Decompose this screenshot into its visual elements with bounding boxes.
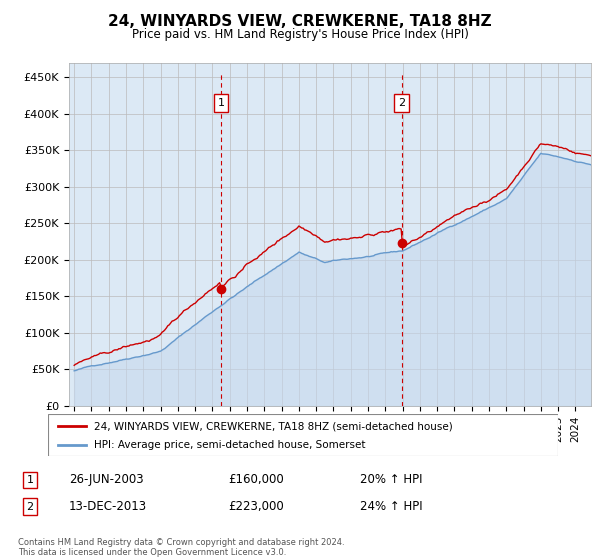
Text: 24, WINYARDS VIEW, CREWKERNE, TA18 8HZ: 24, WINYARDS VIEW, CREWKERNE, TA18 8HZ (108, 14, 492, 29)
Text: 2: 2 (26, 502, 34, 512)
Text: HPI: Average price, semi-detached house, Somerset: HPI: Average price, semi-detached house,… (94, 440, 365, 450)
Text: 13-DEC-2013: 13-DEC-2013 (69, 500, 147, 514)
Text: 1: 1 (217, 98, 224, 108)
FancyBboxPatch shape (48, 414, 558, 456)
Text: 1: 1 (26, 475, 34, 485)
Text: 26-JUN-2003: 26-JUN-2003 (69, 473, 143, 487)
Text: Price paid vs. HM Land Registry's House Price Index (HPI): Price paid vs. HM Land Registry's House … (131, 28, 469, 41)
Text: Contains HM Land Registry data © Crown copyright and database right 2024.
This d: Contains HM Land Registry data © Crown c… (18, 538, 344, 557)
Text: 24% ↑ HPI: 24% ↑ HPI (360, 500, 422, 514)
Text: 20% ↑ HPI: 20% ↑ HPI (360, 473, 422, 487)
Text: 24, WINYARDS VIEW, CREWKERNE, TA18 8HZ (semi-detached house): 24, WINYARDS VIEW, CREWKERNE, TA18 8HZ (… (94, 421, 452, 431)
Text: £223,000: £223,000 (228, 500, 284, 514)
Text: 2: 2 (398, 98, 405, 108)
Text: £160,000: £160,000 (228, 473, 284, 487)
